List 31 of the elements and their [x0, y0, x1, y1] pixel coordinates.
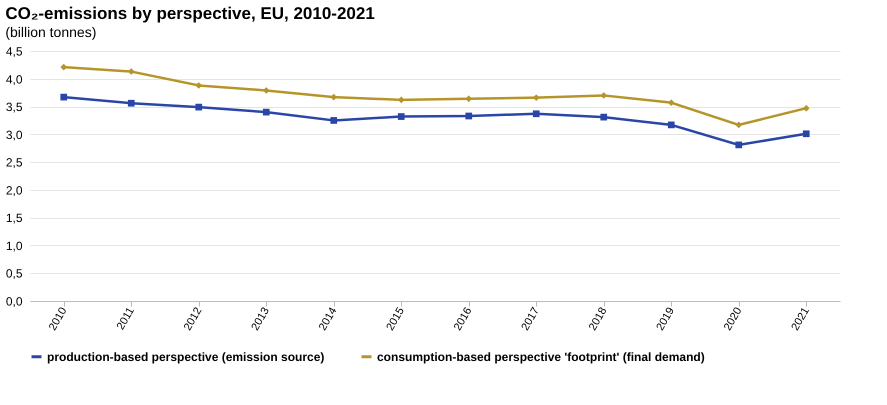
- legend-label: production-based perspective (emission source): [47, 350, 324, 364]
- y-tick-label: 0,0: [6, 294, 23, 308]
- legend-label: consumption-based perspective 'footprint' (final demand): [377, 350, 705, 364]
- chart-subtitle: (billion tonnes): [5, 24, 96, 40]
- point: [465, 112, 472, 120]
- y-tick-label: 0,5: [6, 266, 23, 281]
- y-tick-label: 3,0: [6, 128, 23, 142]
- point: [60, 94, 68, 100]
- y-tick-label: 4,0: [6, 72, 23, 86]
- y-tick-label: 1,5: [6, 211, 23, 226]
- point: [60, 64, 68, 70]
- y-tick-label: 2,5: [6, 156, 23, 170]
- point: [735, 142, 742, 148]
- point: [668, 122, 675, 128]
- point: [735, 122, 742, 128]
- chart-title: CO₂-emissions by perspective, EU, 2010-2021: [5, 4, 375, 23]
- point: [398, 113, 405, 120]
- point: [668, 99, 675, 106]
- point: [802, 104, 810, 112]
- y-tick-label: 2,0: [6, 183, 23, 198]
- y-tick-label: 4,5: [6, 44, 23, 58]
- y-tick-label: 1,0: [6, 238, 23, 253]
- point: [262, 108, 270, 116]
- point: [330, 117, 338, 124]
- point: [128, 68, 135, 75]
- point: [600, 114, 608, 120]
- y-tick-label: 3,5: [6, 100, 23, 114]
- point: [532, 110, 540, 118]
- point: [195, 104, 202, 110]
- point: [802, 130, 810, 138]
- point: [128, 100, 135, 107]
